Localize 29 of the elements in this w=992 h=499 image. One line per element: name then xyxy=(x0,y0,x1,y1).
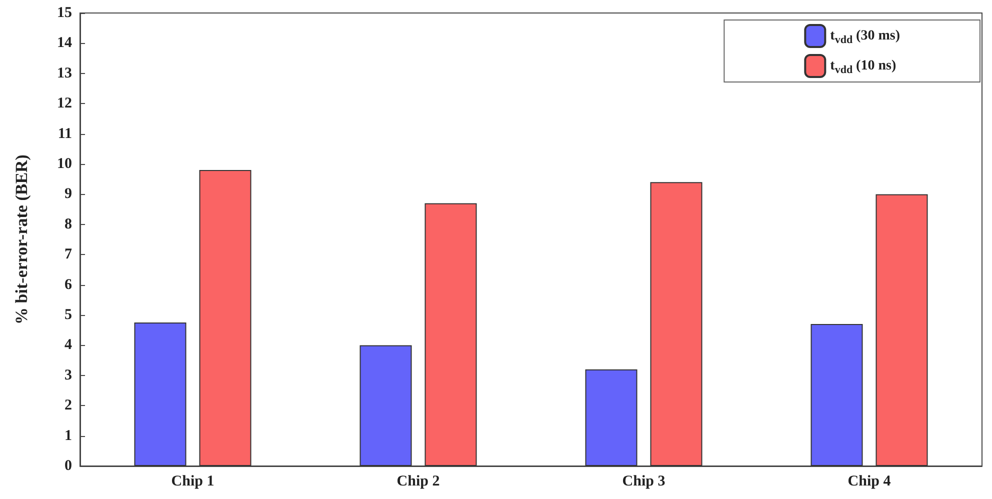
y-tick-label: 1 xyxy=(64,428,72,444)
y-tick-label: 4 xyxy=(64,337,72,354)
bar xyxy=(199,170,252,466)
bar xyxy=(585,369,638,466)
y-tick-label: 9 xyxy=(64,186,72,202)
y-tick-label: 6 xyxy=(64,276,72,293)
y-tick-label: 12 xyxy=(57,96,72,112)
y-tick-label: 2 xyxy=(64,398,72,414)
y-tick-label: 10 xyxy=(57,156,72,172)
bar xyxy=(876,194,928,466)
bar xyxy=(360,345,412,466)
y-tick-label: 5 xyxy=(64,307,72,323)
y-tick-label: 3 xyxy=(64,367,72,384)
y-tick-label: 11 xyxy=(58,126,72,142)
y-tick-label: 0 xyxy=(64,458,72,474)
bar xyxy=(424,203,477,466)
y-tick-label: 8 xyxy=(64,216,72,232)
bar xyxy=(134,322,186,466)
y-tick-label: 15 xyxy=(57,5,72,21)
x-tick-label: Chip 3 xyxy=(622,474,666,490)
y-axis-title: % bit-error-rate (BER) xyxy=(12,154,31,324)
y-tick-label: 7 xyxy=(64,246,72,263)
y-tick-label: 13 xyxy=(57,65,72,82)
bar xyxy=(650,182,702,466)
x-tick-label: Chip 2 xyxy=(396,474,440,490)
x-tick-label: Chip 4 xyxy=(848,474,892,490)
x-tick-label: Chip 1 xyxy=(171,474,214,490)
y-tick-label: 14 xyxy=(57,35,72,52)
bar xyxy=(810,324,863,466)
